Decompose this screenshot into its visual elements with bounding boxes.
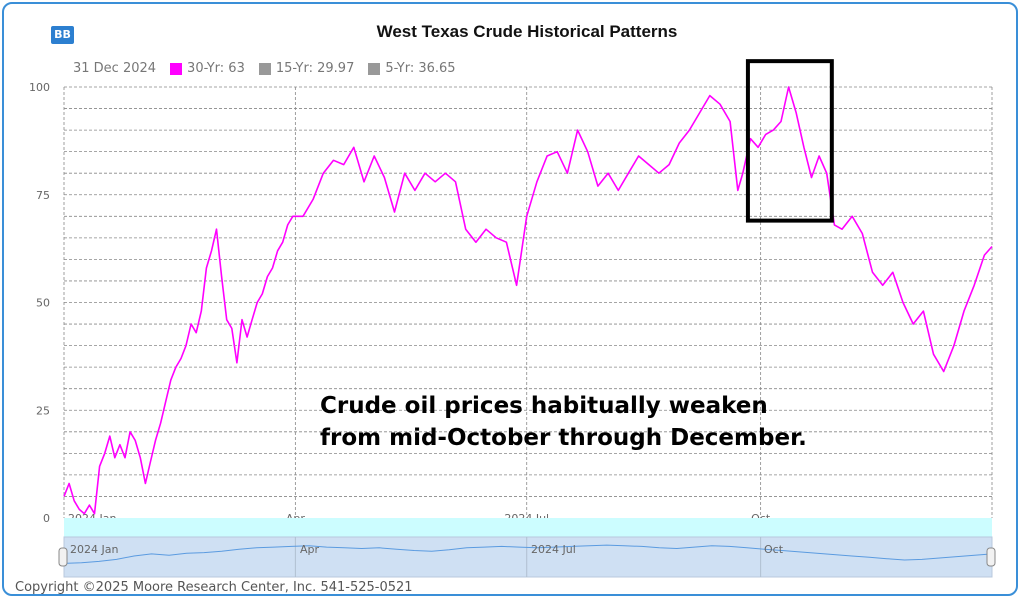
app-logo[interactable]: BB	[51, 26, 74, 44]
legend-swatch-30yr	[170, 62, 183, 75]
navigator-label-jul: 2024 Jul	[531, 543, 576, 556]
highlight-box	[745, 59, 834, 223]
navigator-label-apr: Apr	[300, 543, 320, 556]
legend-item-15yr[interactable]: 15-Yr: 29.97	[258, 61, 355, 76]
navigator-label-jan: 2024 Jan	[70, 543, 118, 556]
y-axis: 0 25 50 75 100	[29, 81, 50, 525]
series-layer	[63, 86, 993, 515]
navigator-handle-right[interactable]	[986, 547, 996, 567]
navigator-handle-left[interactable]	[58, 547, 68, 567]
chart-grid	[63, 86, 993, 518]
y-tick-label: 100	[29, 81, 50, 94]
y-tick-label: 25	[36, 404, 50, 417]
copyright-text: Copyright ©2025 Moore Research Center, I…	[15, 580, 413, 595]
legend: 31 Dec 2024 30-Yr: 63 15-Yr: 29.97 5-Yr:…	[73, 61, 470, 76]
chart-title: West Texas Crude Historical Patterns	[376, 22, 678, 41]
annotation-line-2: from mid-October through December.	[320, 425, 807, 451]
y-tick-label: 75	[36, 189, 50, 202]
legend-swatch-5yr	[368, 62, 381, 75]
series-line-0	[63, 86, 993, 515]
legend-label-5yr: 5-Yr: 36.65	[385, 61, 456, 76]
y-tick-label: 0	[43, 512, 50, 525]
y-tick-label: 50	[36, 297, 50, 310]
legend-date: 31 Dec 2024	[73, 61, 157, 76]
zero-band	[64, 518, 992, 537]
legend-item-5yr[interactable]: 5-Yr: 36.65	[368, 61, 456, 76]
legend-label-30yr: 30-Yr: 63	[187, 61, 245, 76]
legend-item-30yr[interactable]: 30-Yr: 63	[170, 61, 245, 76]
navigator-line	[63, 544, 993, 564]
navigator[interactable]: 2024 Jan Apr 2024 Jul Oct	[58, 536, 996, 578]
navigator-grid	[294, 537, 762, 577]
navigator-range[interactable]	[63, 536, 993, 578]
legend-label-15yr: 15-Yr: 29.97	[275, 61, 355, 76]
annotation-line-1: Crude oil prices habitually weaken	[320, 393, 768, 419]
legend-swatch-15yr	[258, 62, 271, 75]
navigator-label-oct: Oct	[764, 543, 784, 556]
